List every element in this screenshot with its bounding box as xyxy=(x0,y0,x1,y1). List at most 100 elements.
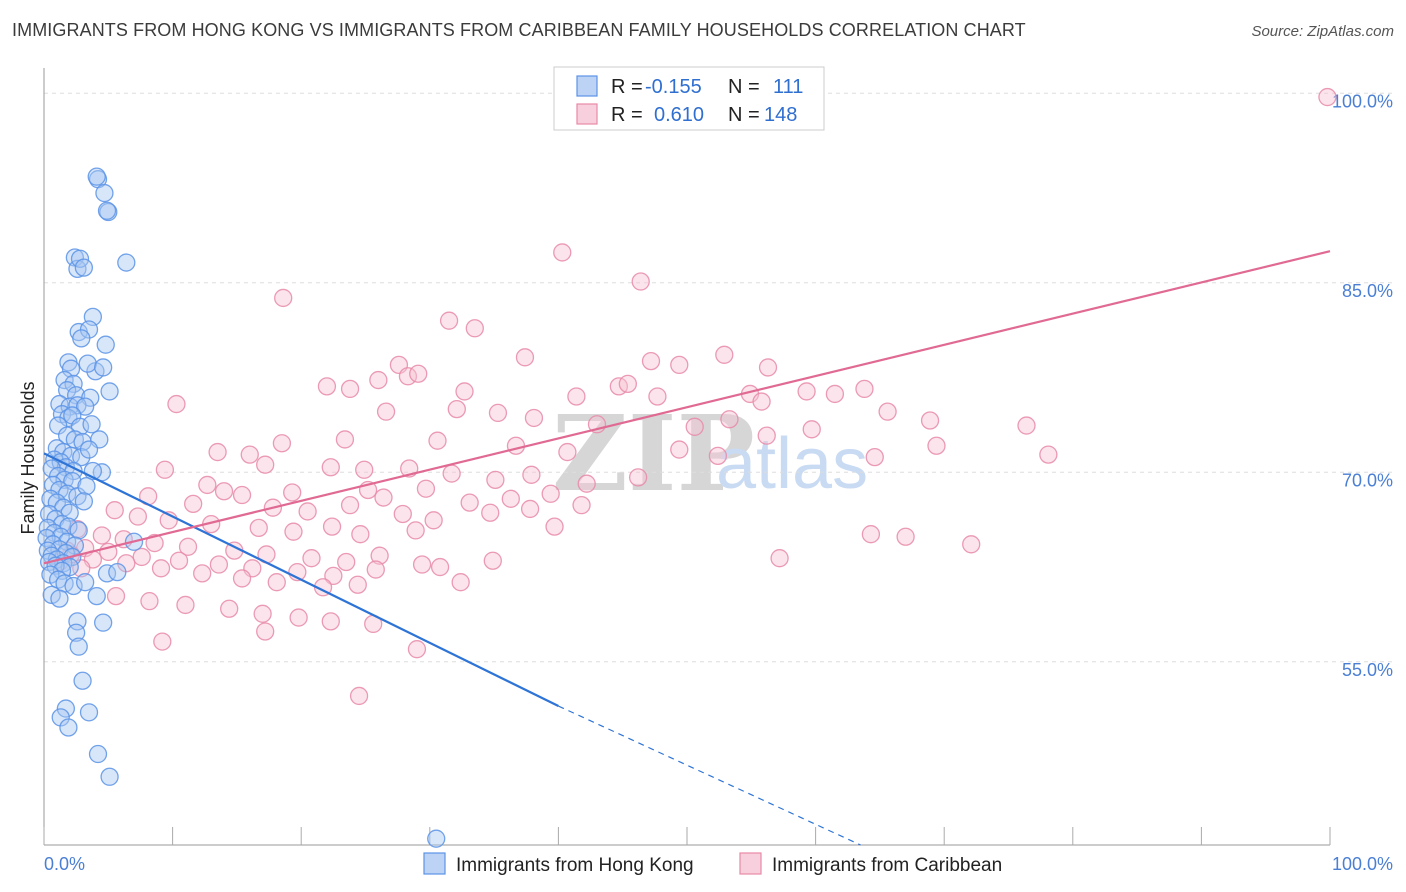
stats-legend-box xyxy=(553,66,825,131)
data-point xyxy=(87,167,106,186)
data-point xyxy=(340,379,360,399)
data-point xyxy=(558,442,577,462)
y-tick-label: 85.0% xyxy=(1342,281,1393,301)
data-point xyxy=(348,575,367,594)
data-point xyxy=(481,503,500,522)
data-point xyxy=(324,566,343,586)
data-point xyxy=(861,525,881,544)
data-point xyxy=(100,382,119,401)
data-point xyxy=(72,447,91,467)
data-point xyxy=(855,379,874,399)
data-point xyxy=(108,562,127,582)
x-tick-label-min: 0.0% xyxy=(44,854,85,874)
data-point xyxy=(77,477,96,496)
data-point xyxy=(79,703,99,722)
data-point xyxy=(366,560,385,579)
data-point xyxy=(515,348,535,367)
data-point xyxy=(76,397,95,416)
data-point xyxy=(797,382,816,401)
data-point xyxy=(50,589,69,608)
data-point xyxy=(577,474,596,493)
data-point xyxy=(249,518,268,538)
data-point xyxy=(193,564,212,583)
data-point xyxy=(641,351,661,371)
data-point xyxy=(572,495,591,515)
data-point xyxy=(274,288,293,308)
data-point xyxy=(896,527,915,546)
y-tick-label: 100.0% xyxy=(1332,91,1393,111)
data-point xyxy=(322,517,342,536)
data-point xyxy=(289,608,308,627)
data-point xyxy=(455,382,474,401)
legend-label-hong-kong: Immigrants from Hong Kong xyxy=(456,855,694,876)
data-point xyxy=(412,555,432,574)
data-point xyxy=(214,482,234,501)
data-point xyxy=(506,436,526,455)
data-point xyxy=(447,399,466,419)
data-point xyxy=(59,718,78,737)
data-point xyxy=(369,370,388,390)
data-point xyxy=(567,387,586,406)
data-point xyxy=(96,335,115,354)
watermark-atlas: atlas xyxy=(716,424,868,504)
data-point xyxy=(488,403,508,423)
data-point xyxy=(802,420,821,439)
data-point xyxy=(520,499,540,519)
trend-line-hong-kong xyxy=(43,452,559,708)
data-point xyxy=(618,374,637,394)
data-point xyxy=(198,475,217,495)
data-point xyxy=(284,522,303,541)
data-point xyxy=(73,671,92,690)
data-point xyxy=(145,533,164,553)
data-point xyxy=(524,408,544,428)
data-point xyxy=(68,396,87,415)
data-point xyxy=(708,446,728,466)
y-tick-label: 55.0% xyxy=(1342,660,1393,680)
data-point xyxy=(128,507,148,526)
data-point xyxy=(117,253,136,272)
series-caribbean-points xyxy=(50,87,1337,706)
data-point xyxy=(64,576,83,596)
stats-legend: R = -0.155 N = 111 R = 0.610 N = 148 xyxy=(553,66,825,131)
stats-r-label-blue: R = xyxy=(611,76,643,98)
data-point xyxy=(1039,445,1058,464)
data-point xyxy=(88,744,108,764)
data-point xyxy=(74,492,94,511)
stats-r-label-pink: R = xyxy=(611,104,643,126)
data-point xyxy=(321,458,340,477)
data-point xyxy=(94,613,113,632)
data-point xyxy=(140,592,159,611)
data-point xyxy=(78,354,97,373)
data-point xyxy=(340,495,360,515)
data-point xyxy=(416,479,436,498)
data-point xyxy=(87,586,106,606)
y-axis-title: Family Households xyxy=(18,381,38,534)
data-point xyxy=(72,329,91,348)
stats-r-value-pink: 0.610 xyxy=(654,104,704,126)
data-point xyxy=(757,426,776,445)
data-point xyxy=(70,249,90,268)
data-point xyxy=(298,502,317,521)
stats-r-value-blue: -0.155 xyxy=(645,76,702,98)
data-point xyxy=(302,549,321,568)
trend-lines xyxy=(43,250,1331,846)
data-point xyxy=(99,202,118,222)
y-tick-labels: 55.0% 70.0% 85.0% 100.0% xyxy=(1332,91,1393,680)
data-point xyxy=(628,468,648,487)
data-point xyxy=(409,364,428,383)
data-point xyxy=(155,460,175,479)
data-point xyxy=(670,440,689,459)
data-point xyxy=(351,525,370,544)
data-point xyxy=(865,447,884,467)
data-point xyxy=(393,504,412,524)
data-point xyxy=(501,489,520,508)
trend-line-hong-kong-extrapolated xyxy=(558,705,861,846)
data-point xyxy=(283,483,302,502)
data-point xyxy=(427,829,446,848)
data-point xyxy=(184,494,203,514)
data-point xyxy=(153,632,172,651)
data-point xyxy=(132,547,151,567)
bottom-legend: Immigrants from Hong Kong Immigrants fro… xyxy=(423,852,1002,876)
data-point xyxy=(545,517,564,536)
